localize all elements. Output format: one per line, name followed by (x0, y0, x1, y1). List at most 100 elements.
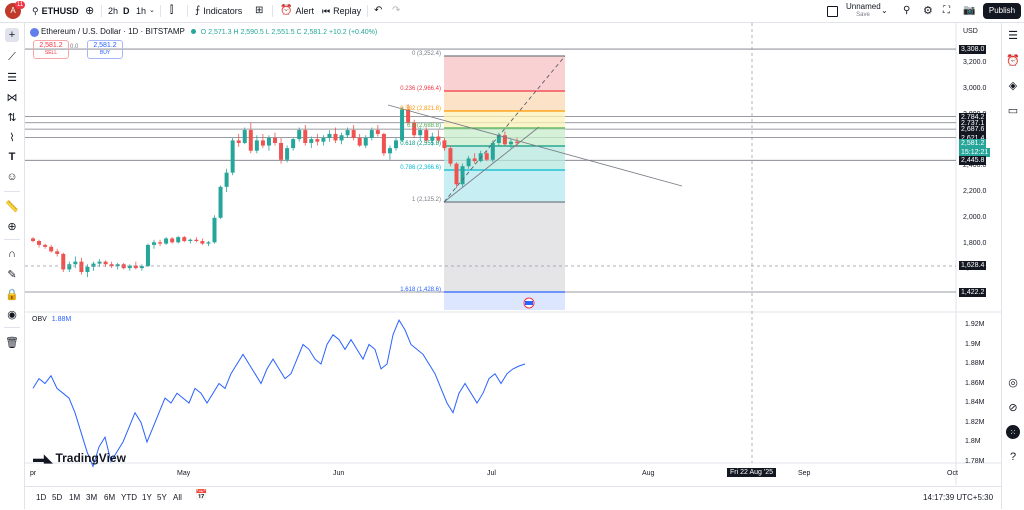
alerts-panel-button[interactable]: ⏰ (1006, 53, 1020, 67)
price-tick: 3,000.0 (963, 84, 987, 92)
chevron-down-icon: ⌄ (149, 7, 155, 14)
chart-canvas[interactable] (25, 23, 1001, 485)
compare-button[interactable]: ⊕ (85, 3, 94, 19)
layout-menu-button[interactable]: ⌄ (881, 3, 888, 19)
candle-body (260, 140, 265, 146)
obv-tick: 1.86M (965, 379, 985, 387)
interval-2h[interactable]: 2h (108, 3, 118, 19)
fib-level-label: 0.5 (2,688.8) (406, 123, 441, 129)
fib-level-label: 0.382 (2,821.8) (400, 106, 441, 112)
candle-body (103, 261, 108, 265)
layers-button[interactable]: ◈ (1006, 78, 1020, 92)
range-button-5y[interactable]: 5Y (157, 493, 167, 502)
watchlist-button[interactable]: ☰ (1006, 28, 1020, 42)
bottom-toolbar: 1D 5D 1M 3M 6M YTD 1Y 5Y All 📅 14:17:39 UTC+5:30 (25, 486, 1001, 510)
symbol-search-button[interactable]: ⚲ ETHUSD (32, 3, 79, 19)
zoom-in-tool[interactable]: ⊕ (5, 219, 19, 233)
target-icon: ◎ (1008, 376, 1018, 389)
range-button-1d[interactable]: 1D (36, 493, 47, 502)
quick-search-button[interactable]: ⚲ (903, 3, 910, 19)
templates-button[interactable]: ⊞ (255, 3, 263, 19)
chat-icon: ▭ (1007, 104, 1019, 117)
remove-drawings-tool[interactable]: 🗑 (5, 335, 19, 349)
obv-line (32, 318, 526, 468)
magnet-tool[interactable]: ∩ (5, 247, 19, 261)
interval-2h-label: 2h (108, 6, 119, 16)
measure-tool[interactable]: 📏 (5, 199, 19, 213)
publish-label: Publish (988, 6, 1016, 15)
sell-label: SELL (44, 50, 58, 56)
undo-button[interactable]: ↶ (374, 3, 382, 19)
alert-button[interactable]: ⏰ Alert (280, 3, 314, 19)
snapshot-button[interactable]: 📷 (963, 3, 975, 19)
trend-line-2[interactable] (443, 126, 540, 203)
currency-label[interactable]: USD (963, 28, 978, 35)
candle-body (472, 158, 477, 162)
candle-body (55, 251, 60, 254)
hide-drawings-tool[interactable]: ◉ (5, 307, 19, 321)
ohlc-low: L 2,551.5 (265, 29, 295, 36)
date-range-button[interactable]: 📅 (195, 490, 207, 501)
pattern-tool[interactable]: ⋈ (5, 90, 19, 104)
layout-save-label: Save (856, 12, 870, 18)
emoji-tool[interactable]: ☺ (5, 170, 19, 184)
range-button-1y[interactable]: 1Y (142, 493, 152, 502)
settings-button[interactable]: ⚙ (923, 3, 933, 19)
spread-value: 0.0 (70, 44, 79, 50)
fullscreen-button[interactable]: ⛶ (943, 3, 950, 19)
brush-tool[interactable]: ⌇ (5, 130, 19, 144)
crosshair-tool[interactable]: + (5, 28, 19, 42)
obv-value: 1.88M (51, 316, 72, 323)
candle-body (484, 153, 489, 160)
candle-body (424, 130, 429, 141)
chart-area[interactable]: Ethereum / U.S. Dollar · 1D · BITSTAMP O… (25, 23, 1001, 485)
target-button[interactable]: ◎ (1006, 375, 1020, 389)
fib-tool[interactable]: ☰ (5, 70, 19, 84)
help-button[interactable]: ? (1006, 450, 1020, 464)
prediction-tool[interactable]: ⇅ (5, 110, 19, 124)
layout-checkbox[interactable] (827, 3, 838, 19)
layout-name-button[interactable]: Unnamed Save (846, 2, 881, 20)
range-button-5d[interactable]: 5D (52, 493, 63, 502)
interval-1h[interactable]: 1h ⌄ (136, 3, 155, 19)
range-button-ytd[interactable]: YTD (121, 493, 137, 502)
candle-body (321, 137, 326, 142)
range-button-all[interactable]: All (173, 493, 182, 502)
clock-timezone[interactable]: 14:17:39 UTC+5:30 (923, 493, 994, 502)
lock-drawings-tool[interactable]: 🔒 (5, 287, 19, 301)
ohlc-open: O 2,571.3 (200, 29, 232, 36)
replay-button[interactable]: ⏮ Replay (322, 3, 361, 19)
fib-trend-dashed[interactable] (443, 55, 566, 203)
symbol-title[interactable]: Ethereum / U.S. Dollar · 1D · BITSTAMP (40, 27, 185, 36)
stay-drawing-tool[interactable]: ✎ (5, 267, 19, 281)
candle-body (351, 130, 356, 138)
chat-button[interactable]: ▭ (1006, 103, 1020, 117)
range-button-3m[interactable]: 3M (86, 493, 98, 502)
compass-button[interactable]: ⊘ (1006, 400, 1020, 414)
sell-button[interactable]: 2,581.2 SELL (33, 40, 69, 59)
candle-body (406, 109, 411, 123)
indicators-label: Indicators (203, 6, 243, 16)
ohlc-close: C 2,581.2 (296, 29, 328, 36)
range-button-1m[interactable]: 1M (69, 493, 81, 502)
indicators-button[interactable]: ⨍ Indicators (195, 3, 242, 19)
publish-button[interactable]: Publish (983, 3, 1021, 19)
trend-line[interactable] (387, 104, 683, 187)
trend-line-tool[interactable]: ⟋ (5, 50, 19, 64)
text-tool[interactable]: T (5, 150, 19, 164)
range-button-6m[interactable]: 6M (104, 493, 116, 502)
buy-button[interactable]: 2,581.2 BUY (87, 40, 123, 59)
top-toolbar: A 11 ⚲ ETHUSD ⊕ 2h D 1h ⌄ ⫿ ⨍ Indicators … (0, 0, 1024, 23)
apps-grid-icon: ⁙ (1009, 427, 1017, 437)
apps-button[interactable]: ⁙ (1006, 425, 1020, 439)
interval-d[interactable]: D (123, 3, 130, 19)
obv-tick: 1.8M (965, 438, 981, 445)
tradingview-logo[interactable]: ▬◣ TradingView (33, 451, 126, 465)
chart-type-button[interactable]: ⫿ (170, 3, 173, 19)
candle-body (170, 238, 175, 243)
list-icon: ☰ (1008, 29, 1018, 42)
candle-body (127, 265, 132, 269)
redo-button[interactable]: ↷ (392, 3, 400, 19)
obv-legend[interactable]: OBV 1.88M (32, 316, 71, 323)
camera-icon: 📷 (963, 5, 976, 16)
